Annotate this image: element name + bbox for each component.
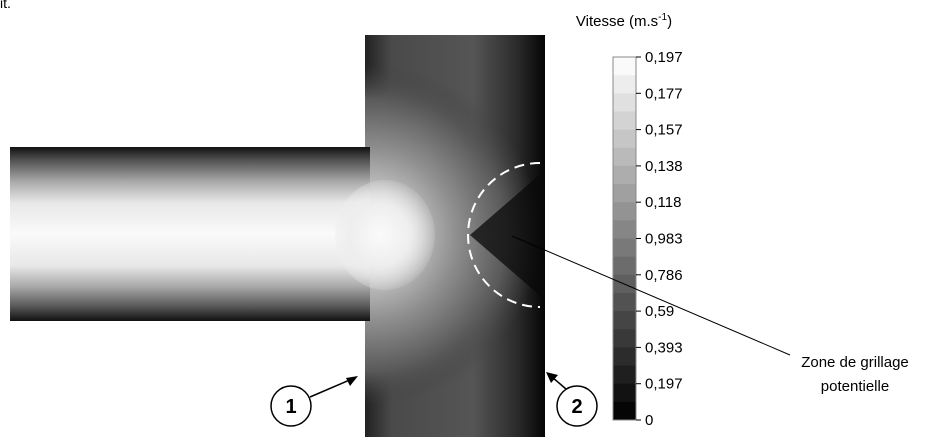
colorbar-band: [613, 292, 636, 312]
colorbar-label: 0,197: [645, 376, 683, 393]
colorbar-label: 0,983: [645, 231, 683, 248]
colorbar-band: [613, 383, 636, 403]
colorbar-band: [613, 111, 636, 131]
colorbar-band: [613, 147, 636, 167]
pipe: [10, 147, 370, 321]
colorbar-band: [613, 347, 636, 367]
colorbar-label: 0,118: [645, 194, 681, 211]
colorbar-band: [613, 129, 636, 149]
svg-text:1: 1: [285, 396, 296, 418]
cut-text: it.: [0, 0, 11, 11]
colorbar-band: [613, 184, 636, 203]
annotation-line: [511, 235, 791, 356]
colorbar-label: 0,138: [645, 158, 683, 175]
colorbar-title: Vitesse (m.s-1): [576, 12, 672, 30]
colorbar-band: [613, 238, 636, 258]
colorbar-band: [613, 311, 636, 330]
dashed-zone: [467, 162, 541, 308]
colorbar-label: 0,197: [645, 49, 683, 66]
colorbar-band: [613, 57, 636, 76]
colorbar-band: [613, 256, 636, 276]
colorbar: 0,197 0,177 0,157 0,138 0,118 0,983 0,786 0,59 0…: [612, 49, 683, 429]
colorbar-label: 0,157: [645, 122, 683, 139]
colorbar-label: 0,177: [645, 85, 683, 102]
colorbar-band: [613, 401, 636, 421]
colorbar-band: [613, 329, 636, 348]
marker-1: 1: [270, 376, 358, 427]
colorbar-band: [613, 202, 636, 221]
colorbar-label: 0,59: [645, 303, 674, 320]
colorbar-label: 0,786: [645, 267, 683, 284]
svg-text:2: 2: [571, 396, 582, 418]
dead-zone: [470, 170, 545, 300]
colorbar-label: 0: [645, 412, 653, 429]
colorbar-band: [613, 75, 636, 94]
jet: [335, 180, 435, 290]
annotation-text: Zone de grillage: [801, 354, 909, 371]
annotation-text: potentielle: [821, 378, 889, 395]
colorbar-band: [613, 365, 636, 385]
marker-2: 2: [546, 372, 598, 427]
colorbar-label: 0,393: [645, 339, 683, 356]
colorbar-band: [613, 220, 636, 239]
colorbar-band: [613, 93, 636, 112]
colorbar-band: [613, 165, 636, 185]
